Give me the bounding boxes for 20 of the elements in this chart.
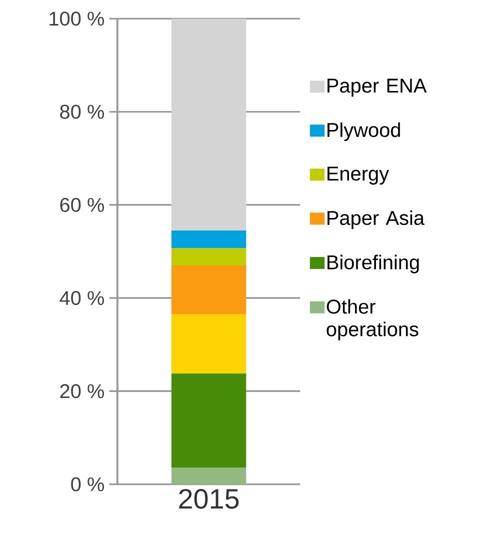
y-tick-label: 20 % — [60, 384, 104, 398]
y-tick-label: 40 % — [60, 290, 104, 306]
bar — [171, 18, 246, 231]
bar — [171, 468, 246, 484]
y-tick-label: 60 % — [60, 198, 104, 212]
legend-label: Energy — [327, 166, 389, 185]
bar — [171, 248, 246, 266]
bar — [171, 314, 246, 374]
y-tick-label: 80 % — [60, 104, 104, 119]
legend-label: Plywood — [327, 122, 400, 142]
y-tick-label: 0 % — [70, 477, 104, 492]
bar — [171, 373, 246, 468]
bar — [171, 265, 246, 314]
legend-label: Other operations — [326, 299, 418, 340]
x-tick-label: 2015 — [179, 488, 238, 509]
y-tick-label: 100 % — [50, 12, 104, 26]
legend-label: Paper ENA — [327, 78, 427, 97]
legend-label: Biorefining — [327, 254, 419, 274]
legend-label: Paper Asia — [327, 210, 424, 229]
bar — [171, 230, 246, 248]
